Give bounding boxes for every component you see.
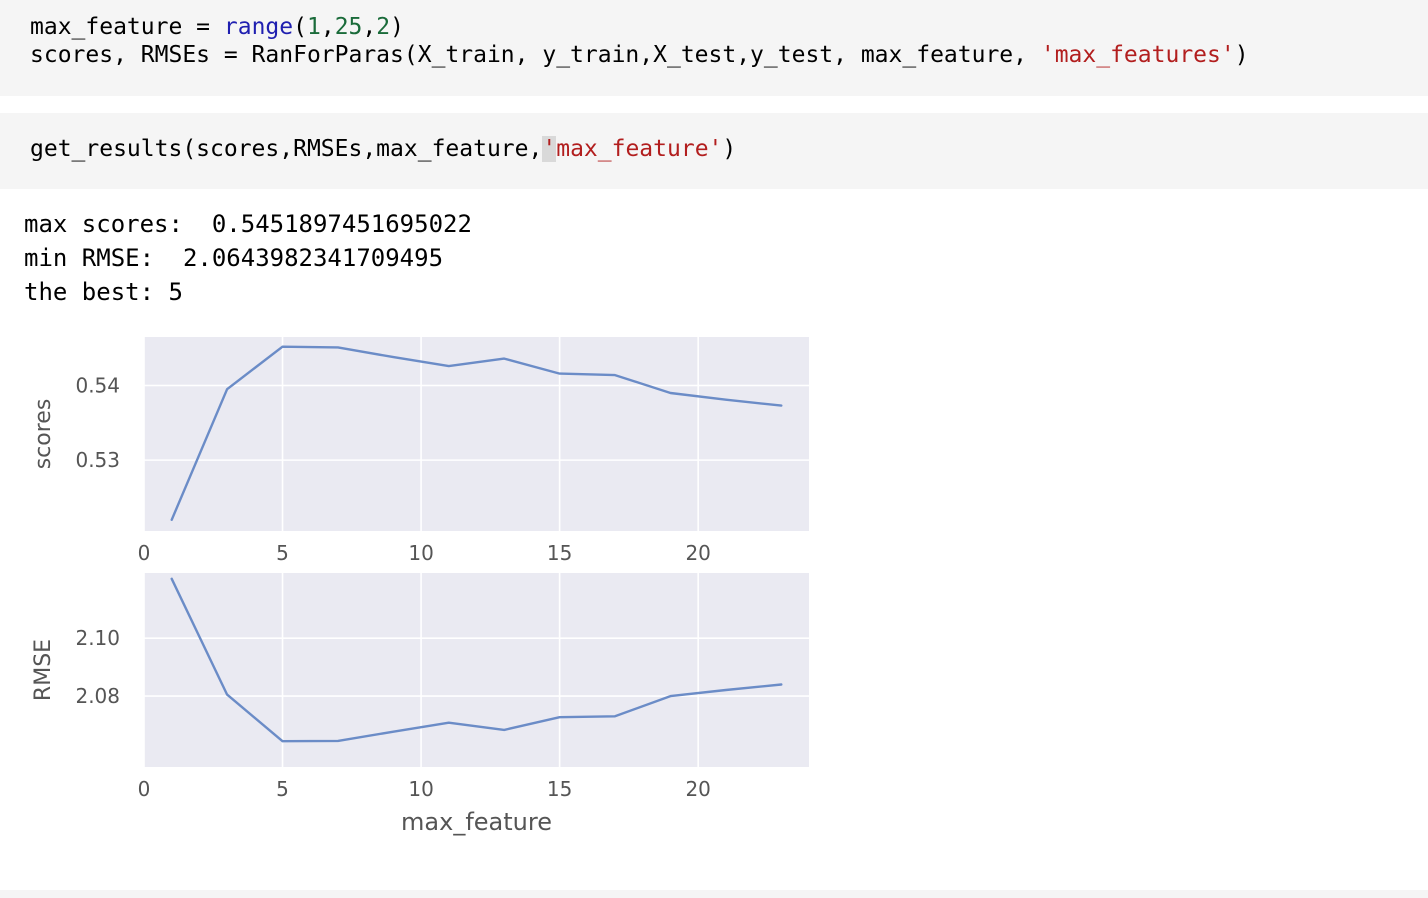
y-tick-label: 0.54 <box>75 374 120 398</box>
code-token: max_feature = <box>30 14 224 40</box>
x-tick-label: 20 <box>685 777 710 801</box>
x-tick-label: 10 <box>408 541 433 565</box>
plot-background <box>144 337 809 531</box>
code-cell-2[interactable]: get_results(scores,RMSEs,max_feature,'ma… <box>0 113 1428 189</box>
output-line-max-scores: max scores: 0.5451897451695022 <box>24 210 472 238</box>
x-tick-label: 15 <box>547 777 572 801</box>
code-cell-1[interactable]: max_feature = range(1,25,2) scores, RMSE… <box>0 0 1428 96</box>
code-token: ) <box>390 14 404 40</box>
series-line <box>170 345 783 522</box>
chart-rmse: 0 5 10 15 20 2.08 2.10 RMSE max_feature <box>31 573 809 836</box>
x-tick-label: 10 <box>408 777 433 801</box>
code-line: max_feature = range(1,25,2) <box>30 13 1428 41</box>
x-tick-label: 20 <box>685 541 710 565</box>
series-line <box>170 577 783 743</box>
y-tick-label: 2.08 <box>75 684 120 708</box>
y-tick-label: 2.10 <box>75 626 120 650</box>
x-tick-label: 0 <box>138 541 151 565</box>
output-figure: 0 5 10 15 20 0.53 0.54 scores 0 5 10 15 20 2.08 2.10 R… <box>31 337 809 836</box>
x-tick-label: 0 <box>138 777 151 801</box>
cell-output: max scores: 0.5451897451695022 min RMSE:… <box>24 207 472 309</box>
y-tick-label: 0.53 <box>75 448 120 472</box>
x-axis-label: max_feature <box>401 808 552 836</box>
code-line: get_results(scores,RMSEs,max_feature,'ma… <box>30 135 1428 163</box>
x-tick-label: 15 <box>547 541 572 565</box>
output-line-min-rmse: min RMSE: 2.0643982341709495 <box>24 244 444 272</box>
chart-scores: 0 5 10 15 20 0.53 0.54 scores <box>31 337 809 565</box>
next-cell-edge <box>0 890 1428 898</box>
output-line-best: the best: 5 <box>24 278 183 306</box>
code-token: ( <box>293 14 307 40</box>
code-token-string: 'max_features' <box>1040 42 1235 68</box>
code-token: , <box>320 14 335 40</box>
code-token-string: max_feature' <box>556 136 723 162</box>
y-axis-label: scores <box>31 399 56 470</box>
code-token-number: 2 <box>376 14 391 40</box>
code-token: get_results(scores,RMSEs,max_feature, <box>30 136 543 162</box>
plot-background <box>144 573 809 767</box>
code-token-number: 25 <box>334 14 363 40</box>
code-token: scores, RMSEs = RanForParas(X_train, y_t… <box>30 42 1041 68</box>
code-token: , <box>362 14 377 40</box>
code-token-builtin: range <box>223 14 294 40</box>
text-cursor: ' <box>542 136 557 162</box>
x-tick-label: 5 <box>276 777 289 801</box>
x-tick-label: 5 <box>276 541 289 565</box>
code-token: ) <box>722 136 737 162</box>
code-token-number: 1 <box>306 14 321 40</box>
code-token: ) <box>1234 42 1249 68</box>
code-line: scores, RMSEs = RanForParas(X_train, y_t… <box>30 41 1428 69</box>
y-axis-label: RMSE <box>31 639 56 701</box>
